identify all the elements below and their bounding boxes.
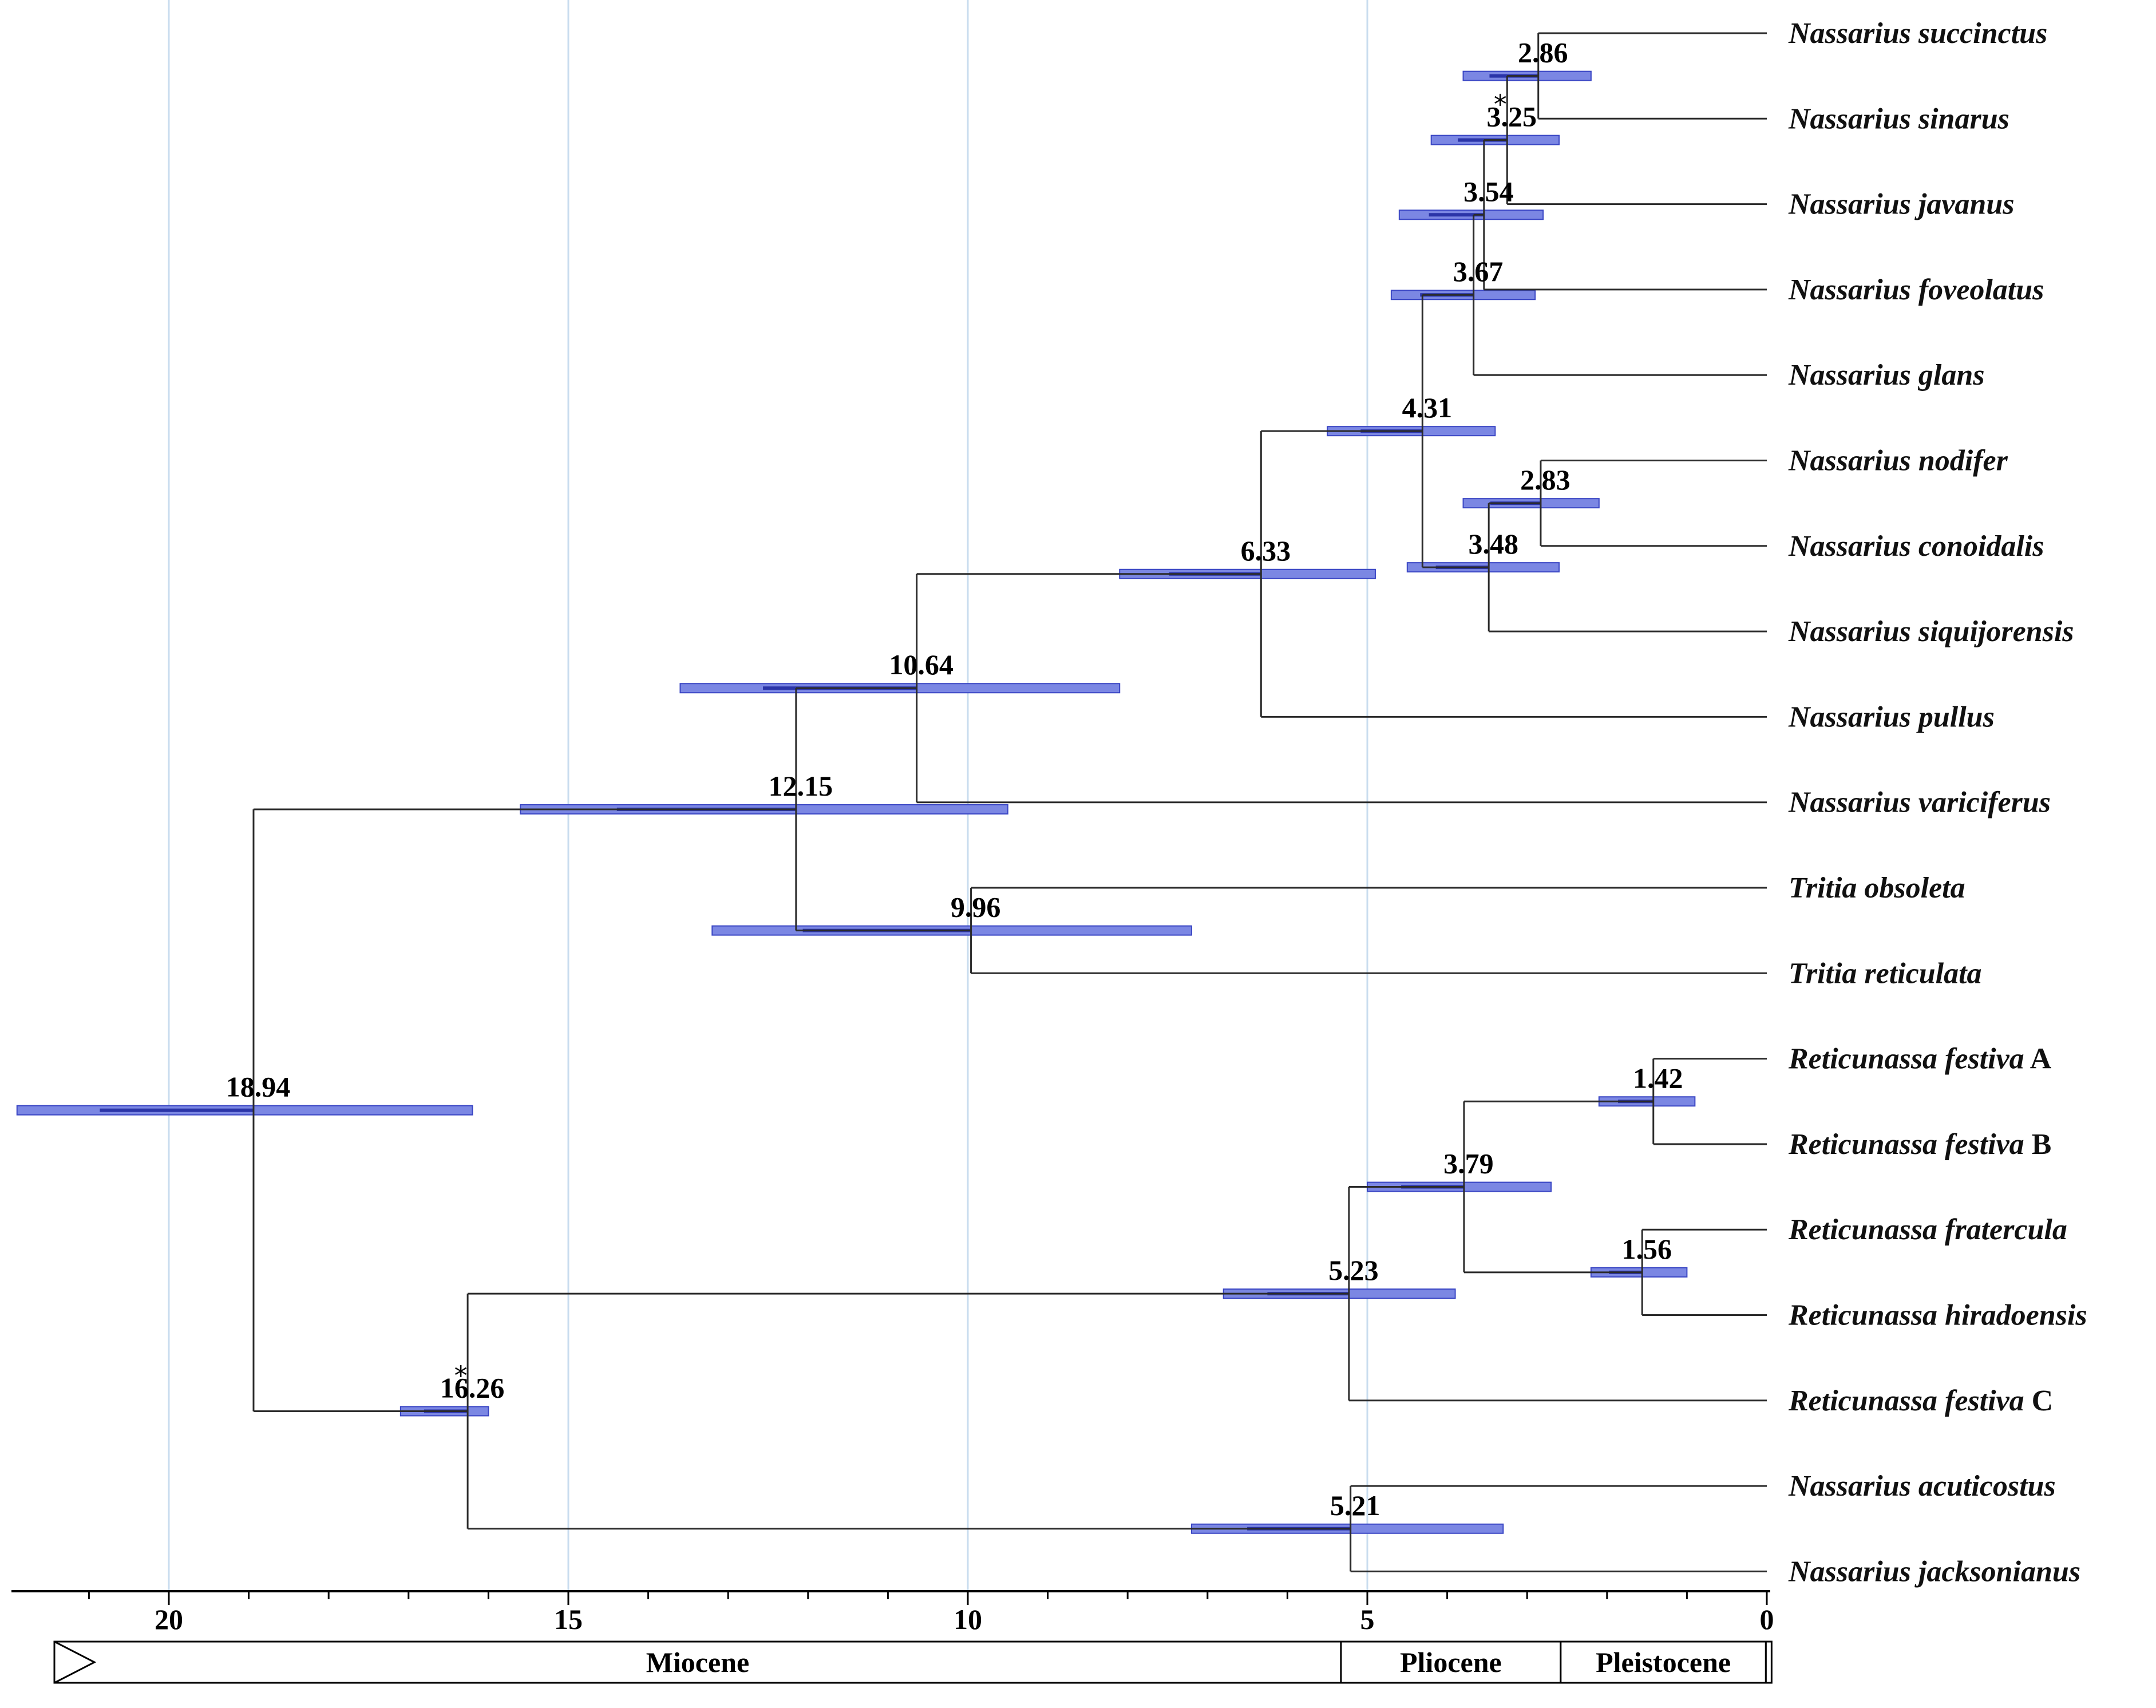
taxon-name: Nassarius succinctus xyxy=(1788,17,2047,50)
grid-lines xyxy=(168,0,1368,1591)
taxon-label-t2: Nassarius sinarus xyxy=(1788,102,2009,135)
taxon-label-t3: Nassarius javanus xyxy=(1788,188,2014,221)
axis-tick-label-5: 5 xyxy=(1360,1603,1375,1635)
node-label-n13: 1.56 xyxy=(1621,1233,1672,1265)
hpd-core-n18 xyxy=(100,1108,254,1112)
tree-branches xyxy=(252,32,1767,1572)
axis-tick-label-15: 15 xyxy=(554,1603,583,1635)
taxon-name: Nassarius sinarus xyxy=(1788,102,2009,135)
taxon-name: Nassarius foveolatus xyxy=(1788,274,2044,306)
taxon-label-t7: Nassarius conoidalis xyxy=(1788,530,2044,563)
taxon-label-t16: Reticunassa hiradoensis xyxy=(1788,1299,2087,1332)
taxon-name: Nassarius variciferus xyxy=(1788,786,2051,819)
node-label-n2: 3.25 xyxy=(1487,101,1537,133)
taxon-name: Nassarius nodifer xyxy=(1788,445,2008,477)
taxon-name: Reticunassa festiva xyxy=(1788,1385,2024,1417)
axis-tick-label-20: 20 xyxy=(155,1603,183,1635)
taxon-name: Nassarius jacksonianus xyxy=(1788,1555,2080,1588)
hpd-bars xyxy=(16,70,1696,1534)
taxon-label-t19: Nassarius jacksonianus xyxy=(1788,1555,2080,1588)
node-label-n16: 5.21 xyxy=(1330,1489,1380,1521)
epoch-label-pleistocene: Pleistocene xyxy=(1596,1646,1731,1678)
taxon-label-t8: Nassarius siquijorensis xyxy=(1788,615,2074,648)
taxon-name: Reticunassa hiradoensis xyxy=(1788,1299,2087,1332)
node-label-n10: 9.96 xyxy=(951,891,1001,923)
node-label-n14: 3.79 xyxy=(1443,1148,1494,1180)
node-label-n9: 10.64 xyxy=(889,649,954,681)
epoch-miocene xyxy=(53,1640,1342,1684)
taxon-label-t11: Tritia obsoleta xyxy=(1789,872,1965,904)
epoch-holocene-sliver xyxy=(1765,1640,1773,1684)
taxon-name: Nassarius siquijorensis xyxy=(1788,615,2074,648)
node-label-n7: 4.31 xyxy=(1402,392,1453,424)
hpd-core-n3 xyxy=(1429,213,1484,217)
node-label-n4: 3.67 xyxy=(1453,255,1504,287)
taxon-label-t13: Reticunassa festiva A xyxy=(1788,1043,2052,1076)
node-labels: 2.863.25*3.543.672.833.484.316.3310.649.… xyxy=(226,37,1683,1521)
taxon-labels: Nassarius succinctus Nassarius sinarus Nas… xyxy=(1788,17,2087,1588)
epoch-bar: Miocene Pliocene Pleistocene xyxy=(53,1640,1773,1684)
node-label-n5: 2.83 xyxy=(1520,464,1570,496)
taxon-label-t6: Nassarius nodifer xyxy=(1788,445,2008,477)
taxon-name: Nassarius pullus xyxy=(1788,701,1995,733)
node-label-n17: 16.26 xyxy=(440,1371,505,1403)
time-axis: 20 15 10 5 0 xyxy=(11,1590,1774,1635)
node-label-n11: 12.15 xyxy=(769,770,833,802)
taxon-label-t4: Nassarius foveolatus xyxy=(1788,274,2044,306)
hpd-core-n2 xyxy=(1458,138,1508,142)
taxon-name: Reticunassa fratercula xyxy=(1788,1213,2067,1246)
taxon-label-t12: Tritia reticulata xyxy=(1789,957,1982,990)
taxon-suffix: C xyxy=(2024,1385,2054,1417)
taxon-label-t15: Reticunassa fratercula xyxy=(1788,1213,2067,1246)
star-marker-n2: * xyxy=(1494,89,1507,120)
taxon-label-t10: Nassarius variciferus xyxy=(1788,786,2051,819)
taxon-suffix: A xyxy=(2024,1043,2052,1076)
node-label-n3: 3.54 xyxy=(1463,175,1514,207)
taxon-name: Nassarius acuticostus xyxy=(1788,1470,2056,1503)
epoch-pleistocene xyxy=(1560,1640,1767,1684)
taxon-name: Reticunassa festiva xyxy=(1788,1043,2024,1076)
taxon-name: Tritia reticulata xyxy=(1789,957,1982,990)
node-label-n6: 3.48 xyxy=(1468,528,1518,560)
taxon-label-t17: Reticunassa festiva C xyxy=(1788,1385,2053,1417)
epoch-continuation-chevron xyxy=(54,1640,97,1684)
axis-tick-label-10: 10 xyxy=(954,1603,982,1635)
taxon-suffix: B xyxy=(2024,1128,2052,1161)
taxon-name: Nassarius javanus xyxy=(1788,188,2014,221)
epoch-label-miocene: Miocene xyxy=(646,1646,749,1678)
node-label-n15: 5.23 xyxy=(1328,1254,1379,1286)
taxon-name: Nassarius glans xyxy=(1788,359,1984,392)
node-label-n1: 2.86 xyxy=(1518,37,1568,69)
taxon-name: Reticunassa festiva xyxy=(1788,1128,2024,1161)
taxon-label-t5: Nassarius glans xyxy=(1788,359,1984,392)
epoch-label-pliocene: Pliocene xyxy=(1400,1646,1502,1678)
taxon-name: Nassarius conoidalis xyxy=(1788,530,2044,563)
taxon-label-t1: Nassarius succinctus xyxy=(1788,17,2047,50)
taxon-label-t18: Nassarius acuticostus xyxy=(1788,1470,2056,1503)
epoch-pliocene xyxy=(1340,1640,1562,1684)
node-label-n18: 18.94 xyxy=(226,1071,291,1103)
taxon-label-t9: Nassarius pullus xyxy=(1788,701,1995,733)
taxon-name: Tritia obsoleta xyxy=(1789,872,1965,904)
taxon-label-t14: Reticunassa festiva B xyxy=(1788,1128,2051,1161)
node-label-n8: 6.33 xyxy=(1241,535,1291,567)
node-label-n12: 1.42 xyxy=(1633,1062,1683,1094)
star-marker-n17: * xyxy=(454,1360,468,1391)
axis-tick-label-0: 0 xyxy=(1760,1603,1774,1635)
